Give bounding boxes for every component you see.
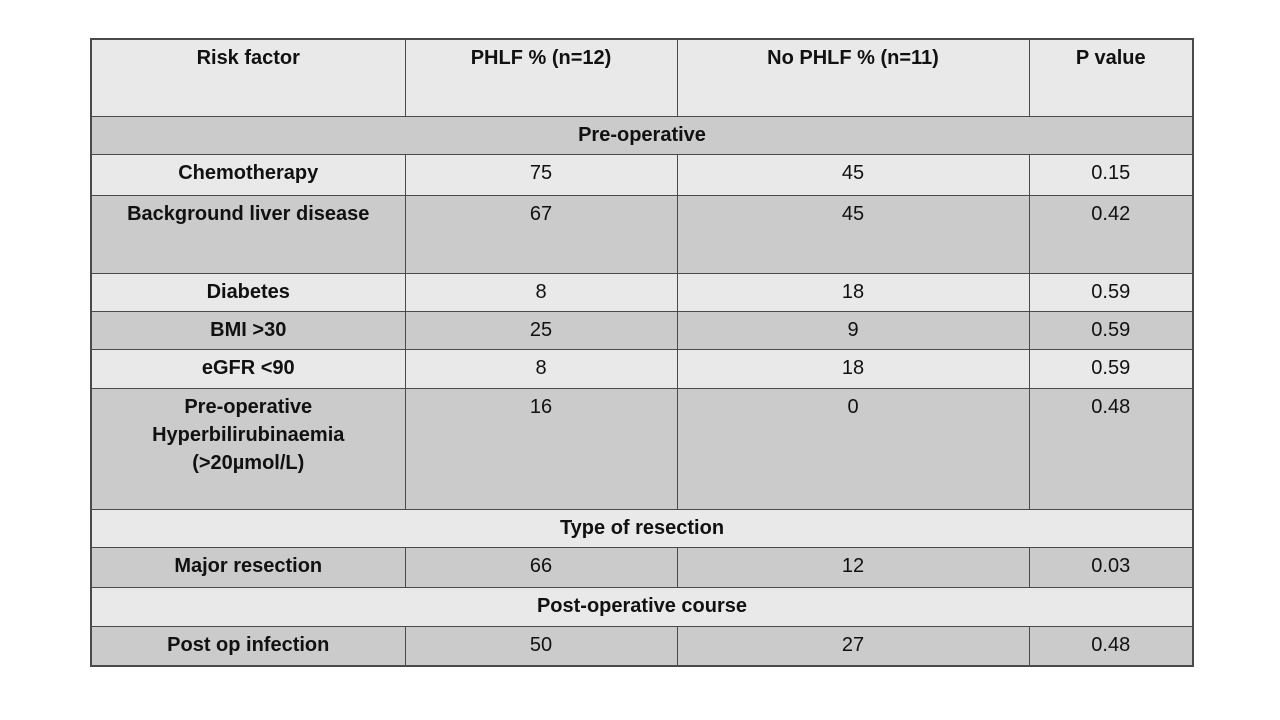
p-value-cell: 0.59 bbox=[1028, 272, 1194, 312]
no-phlf-value-cell: 18 bbox=[676, 272, 1030, 312]
no-phlf-value-cell: 45 bbox=[676, 153, 1030, 196]
col-header-no-phlf: No PHLF % (n=11) bbox=[676, 38, 1030, 117]
table-row-major-resection: Major resection 66 12 0.03 bbox=[90, 546, 1194, 588]
col-header-risk-factor: Risk factor bbox=[90, 38, 406, 117]
col-header-p-value: P value bbox=[1028, 38, 1194, 117]
phlf-value-cell: 67 bbox=[404, 194, 678, 274]
table-row-background-liver-disease: Background liver disease 67 45 0.42 bbox=[90, 194, 1194, 274]
no-phlf-value-cell: 9 bbox=[676, 310, 1030, 350]
table-header-row: Risk factor PHLF % (n=12) No PHLF % (n=1… bbox=[90, 38, 1194, 117]
risk-factor-cell: Diabetes bbox=[90, 272, 406, 312]
table-row-bmi: BMI >30 25 9 0.59 bbox=[90, 310, 1194, 350]
no-phlf-value-cell: 12 bbox=[676, 546, 1030, 588]
phlf-value-cell: 16 bbox=[404, 387, 678, 510]
phlf-value-cell: 8 bbox=[404, 272, 678, 312]
p-value-cell: 0.42 bbox=[1028, 194, 1194, 274]
p-value-cell: 0.03 bbox=[1028, 546, 1194, 588]
section-row-pre-operative: Pre-operative bbox=[90, 115, 1194, 155]
p-value-cell: 0.59 bbox=[1028, 348, 1194, 389]
p-value-cell: 0.48 bbox=[1028, 387, 1194, 510]
risk-factor-table: Risk factor PHLF % (n=12) No PHLF % (n=1… bbox=[90, 38, 1194, 667]
p-value-cell: 0.48 bbox=[1028, 625, 1194, 667]
table-row-diabetes: Diabetes 8 18 0.59 bbox=[90, 272, 1194, 312]
risk-factor-cell: Post op infection bbox=[90, 625, 406, 667]
section-row-type-of-resection: Type of resection bbox=[90, 508, 1194, 548]
phlf-value-cell: 75 bbox=[404, 153, 678, 196]
risk-factor-cell: Chemotherapy bbox=[90, 153, 406, 196]
table-row-hyperbilirubinaemia: Pre-operative Hyperbilirubinaemia (>20µm… bbox=[90, 387, 1194, 510]
table-row-chemotherapy: Chemotherapy 75 45 0.15 bbox=[90, 153, 1194, 196]
p-value-cell: 0.15 bbox=[1028, 153, 1194, 196]
section-label: Type of resection bbox=[90, 508, 1194, 548]
no-phlf-value-cell: 18 bbox=[676, 348, 1030, 389]
risk-factor-cell: Pre-operative Hyperbilirubinaemia (>20µm… bbox=[90, 387, 406, 510]
risk-factor-cell: BMI >30 bbox=[90, 310, 406, 350]
risk-factor-cell: Major resection bbox=[90, 546, 406, 588]
risk-factor-cell: eGFR <90 bbox=[90, 348, 406, 389]
risk-factor-cell: Background liver disease bbox=[90, 194, 406, 274]
phlf-value-cell: 50 bbox=[404, 625, 678, 667]
phlf-value-cell: 25 bbox=[404, 310, 678, 350]
no-phlf-value-cell: 27 bbox=[676, 625, 1030, 667]
table-row-post-op-infection: Post op infection 50 27 0.48 bbox=[90, 625, 1194, 667]
phlf-value-cell: 8 bbox=[404, 348, 678, 389]
p-value-cell: 0.59 bbox=[1028, 310, 1194, 350]
no-phlf-value-cell: 0 bbox=[676, 387, 1030, 510]
section-label: Post-operative course bbox=[90, 586, 1194, 627]
table-row-egfr: eGFR <90 8 18 0.59 bbox=[90, 348, 1194, 389]
phlf-value-cell: 66 bbox=[404, 546, 678, 588]
section-row-post-operative-course: Post-operative course bbox=[90, 586, 1194, 627]
col-header-phlf: PHLF % (n=12) bbox=[404, 38, 678, 117]
section-label: Pre-operative bbox=[90, 115, 1194, 155]
no-phlf-value-cell: 45 bbox=[676, 194, 1030, 274]
